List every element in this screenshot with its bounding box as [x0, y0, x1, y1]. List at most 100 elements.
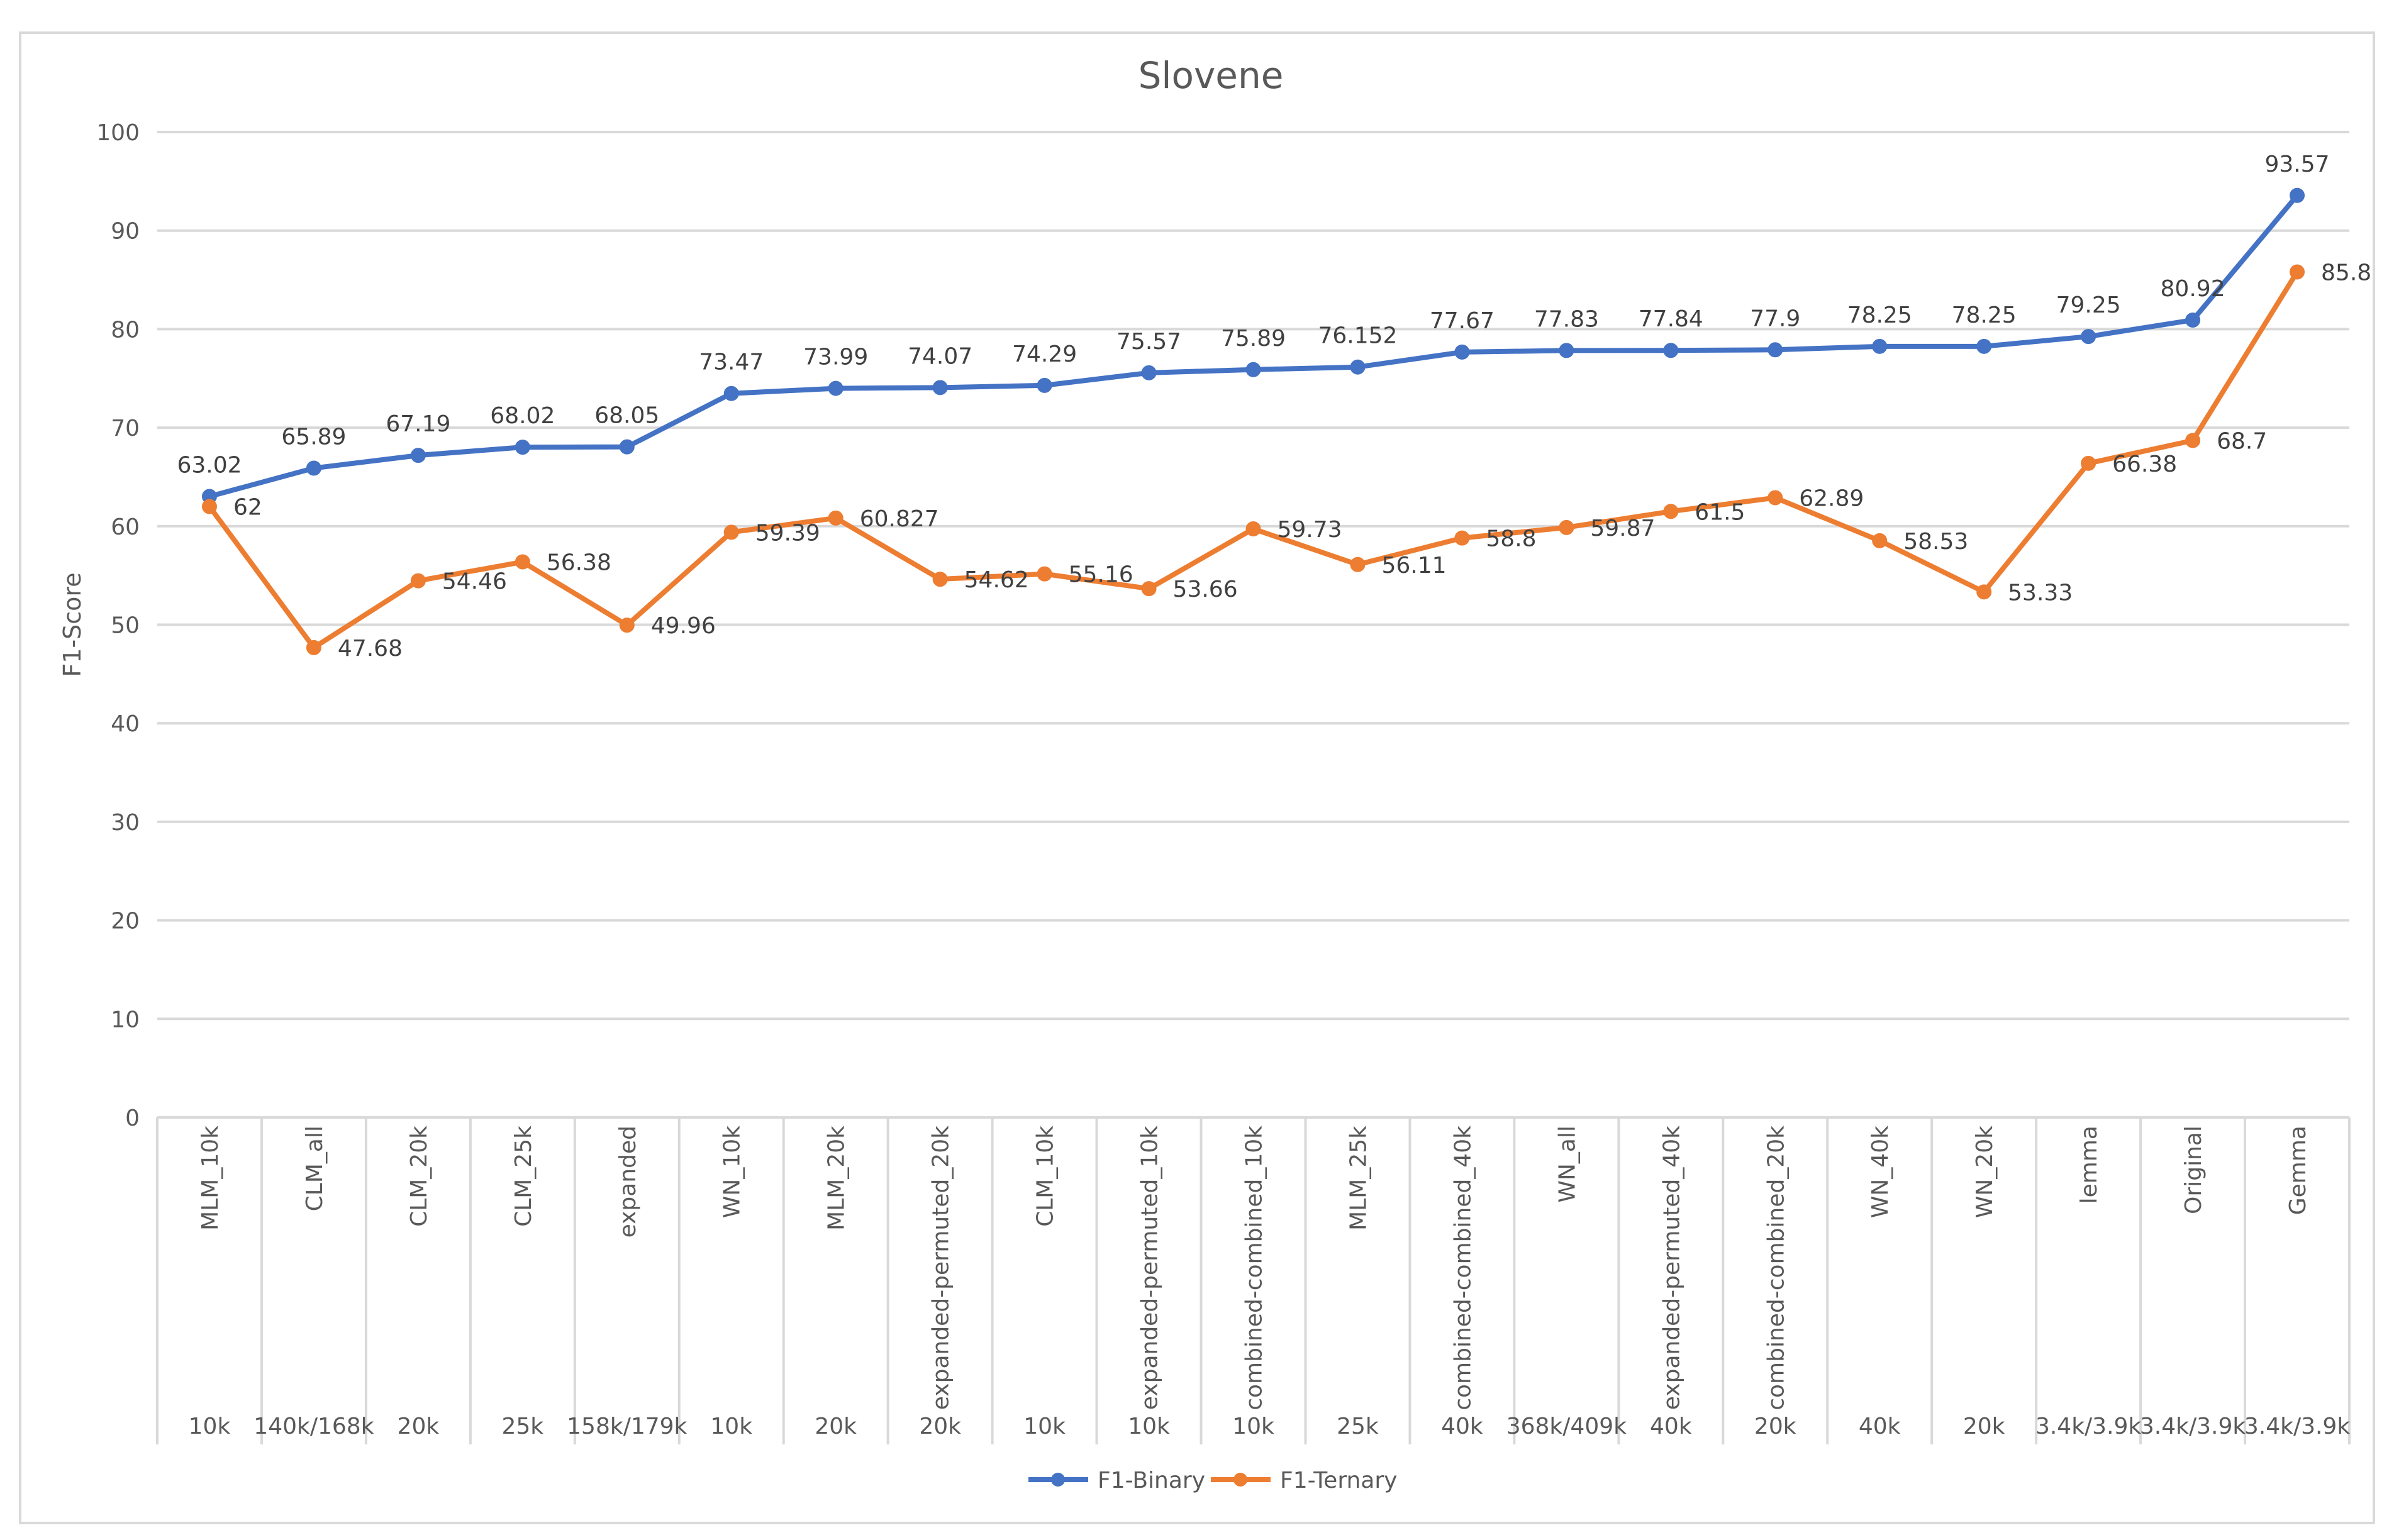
y-tick-label: 20	[111, 909, 140, 934]
x-size-label: 25k	[502, 1414, 544, 1439]
legend-label: F1-Ternary	[1280, 1468, 1397, 1493]
data-label: 59.73	[1278, 517, 1342, 543]
data-label: 58.8	[1486, 526, 1536, 552]
data-label: 76.152	[1318, 323, 1397, 349]
data-label: 74.07	[908, 343, 972, 369]
data-point	[1245, 521, 1261, 537]
x-tick-label: combined-combined_20k	[1763, 1126, 1789, 1410]
y-tick-label: 40	[111, 711, 140, 737]
x-tick-label: combined-combined_10k	[1242, 1126, 1267, 1410]
x-size-label: 3.4k/3.9k	[2035, 1414, 2141, 1439]
data-point	[932, 572, 948, 587]
data-label: 53.33	[2008, 580, 2073, 606]
data-point	[1350, 359, 1366, 375]
x-tick-label: expanded-permuted_20k	[928, 1126, 954, 1410]
data-label: 62.89	[1799, 486, 1864, 512]
x-tick-label: Original	[2181, 1126, 2207, 1214]
data-label: 68.05	[594, 403, 659, 429]
gridlines	[157, 131, 2349, 1119]
data-point	[2290, 264, 2305, 280]
data-point	[619, 618, 635, 633]
data-point	[1976, 584, 1992, 600]
x-size-label: 20k	[1754, 1414, 1796, 1439]
x-tick-label: CLM_all	[302, 1126, 328, 1211]
x-tick-label: CLM_25k	[511, 1126, 537, 1227]
x-tick-label: WN_20k	[1972, 1126, 1998, 1218]
y-tick-label: 30	[111, 810, 140, 836]
chart-title: Slovene	[1139, 54, 1284, 97]
data-label: 62	[233, 494, 262, 520]
legend: F1-Binary F1-Ternary	[1028, 1468, 1397, 1493]
x-tick-label: MLM_25k	[1345, 1126, 1371, 1231]
x-tick-label: MLM_20k	[824, 1126, 850, 1231]
data-label: 85.8	[2321, 260, 2371, 286]
x-size-label: 368k/409k	[1506, 1414, 1627, 1439]
data-point	[723, 385, 739, 401]
x-size-label: 10k	[1128, 1414, 1170, 1439]
y-tick-label: 80	[111, 317, 140, 343]
x-size-label: 140k/168k	[253, 1414, 374, 1439]
data-point	[1559, 343, 1574, 358]
data-point	[515, 440, 530, 455]
data-point	[1037, 566, 1052, 582]
data-point	[1663, 343, 1679, 358]
data-point	[1454, 530, 1470, 546]
y-tick-label: 60	[111, 514, 140, 540]
data-label: 79.25	[2056, 292, 2121, 318]
data-point	[410, 448, 426, 463]
data-label: 59.39	[755, 520, 820, 546]
data-label: 68.7	[2217, 428, 2267, 454]
x-size-label: 40k	[1650, 1414, 1692, 1439]
x-tick-label: expanded-permuted_40k	[1659, 1126, 1684, 1410]
data-point	[1141, 365, 1157, 380]
x-tick-label: MLM_10k	[198, 1126, 223, 1231]
data-label: 47.68	[338, 636, 403, 662]
data-label: 67.19	[386, 411, 450, 437]
legend-swatch-marker	[1051, 1473, 1065, 1487]
data-label: 77.67	[1430, 308, 1495, 334]
legend-swatch-marker	[1233, 1473, 1247, 1487]
series-layer: 63.02 65.89 67.19 68.02 68.05 73.47 73.99 74.07…	[177, 152, 2371, 662]
data-point	[932, 380, 948, 396]
data-point	[2290, 187, 2305, 203]
x-tick-label: combined-combined_40k	[1450, 1126, 1476, 1410]
y-tick-label: 10	[111, 1007, 140, 1033]
series-f1-ternary: 62 47.68 54.46 56.38 49.96 59.39 60.827 54.62 55…	[201, 260, 2371, 662]
data-label: 93.57	[2264, 152, 2329, 177]
x-tick-label: CLM_20k	[406, 1126, 432, 1227]
data-label: 54.46	[442, 569, 507, 595]
chart-border	[19, 31, 2375, 1524]
data-label: 60.827	[860, 506, 939, 532]
y-tick-label: 70	[111, 416, 140, 441]
data-label: 75.57	[1116, 329, 1181, 355]
data-point	[828, 380, 843, 396]
data-label: 68.02	[490, 403, 555, 429]
x-size-label: 3.4k/3.9k	[2244, 1414, 2350, 1439]
data-point	[1768, 490, 1783, 506]
legend-label: F1-Binary	[1098, 1468, 1205, 1493]
x-tick-label: lemma	[2076, 1126, 2102, 1204]
data-point	[1872, 338, 1888, 354]
data-label: 78.25	[1952, 302, 2017, 328]
data-point	[306, 640, 321, 655]
data-point	[2185, 433, 2201, 448]
data-point	[515, 554, 530, 570]
x-size-label: 40k	[1859, 1414, 1901, 1439]
data-label: 59.87	[1590, 516, 1655, 541]
y-tick-label: 0	[125, 1105, 140, 1131]
data-label: 78.25	[1847, 302, 1912, 328]
data-label: 77.84	[1639, 306, 1703, 332]
data-point	[1141, 581, 1157, 597]
y-axis-ticks: 0 10 20 30 40 50 60 70 80 90 100	[96, 120, 140, 1131]
y-tick-label: 50	[111, 613, 140, 639]
data-point	[2081, 455, 2096, 471]
data-point	[1663, 504, 1679, 519]
data-label: 58.53	[1903, 529, 1968, 555]
data-label: 56.11	[1381, 553, 1446, 579]
y-axis-title: F1-Score	[58, 572, 86, 677]
x-tick-label: CLM_10k	[1033, 1126, 1059, 1227]
x-size-label: 10k	[1023, 1414, 1066, 1439]
data-point	[1559, 519, 1574, 535]
data-label: 73.99	[803, 345, 868, 370]
